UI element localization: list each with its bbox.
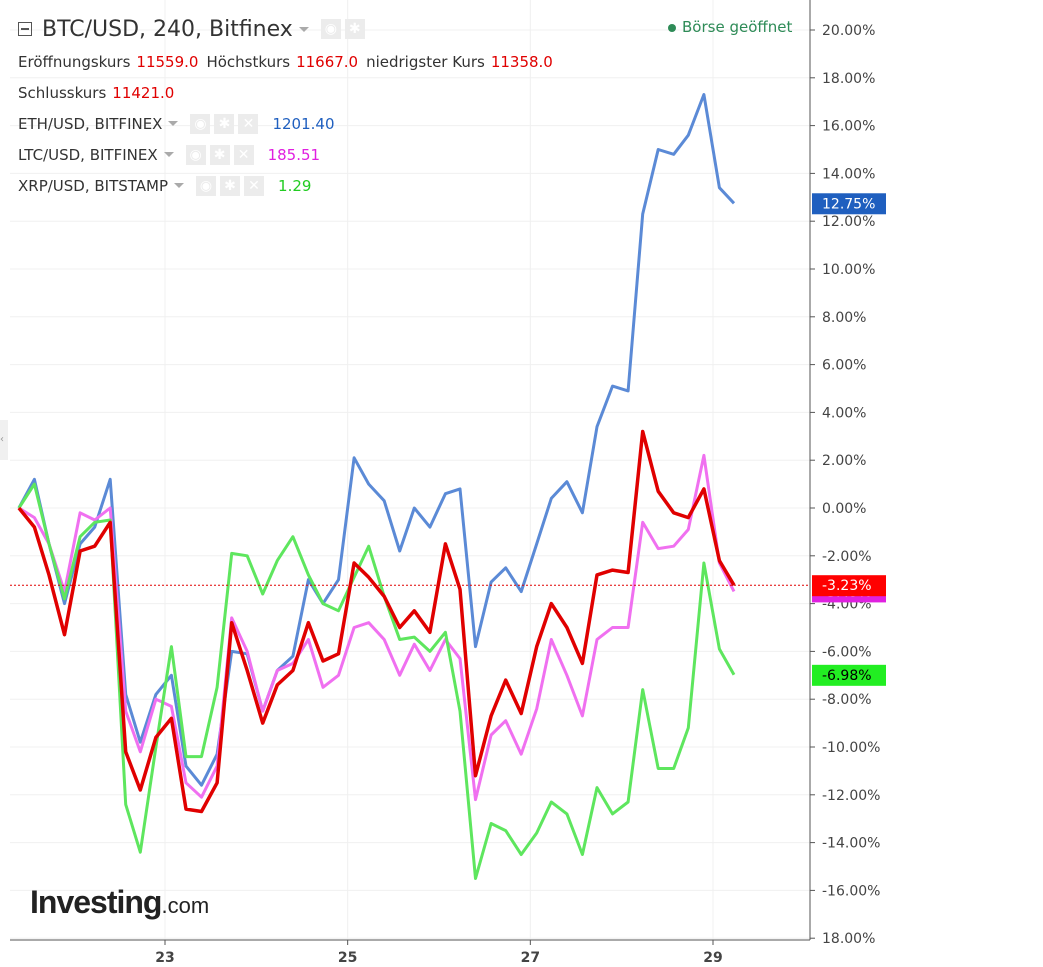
last-value-labels: 12.75%-3.49%-6.98%-3.23% xyxy=(812,193,886,686)
eye-icon[interactable]: ◉ xyxy=(196,175,217,196)
market-status-text: Börse geöffnet xyxy=(682,18,793,36)
y-tick-label: -8.00% xyxy=(822,692,872,708)
y-tick-label: 6.00% xyxy=(822,358,866,374)
series-line-2 xyxy=(17,482,736,880)
series-line-1 xyxy=(18,453,736,802)
main-title-row: BTC/USD, 240, Bitfinex ◉ ✱ xyxy=(18,12,561,46)
x-tick-label: 29 xyxy=(703,950,722,966)
y-tick-label: 8.00% xyxy=(822,310,866,326)
compare-row-xrp: XRP/USD, BITSTAMP ◉ ✱ ✕ 1.29 xyxy=(18,170,561,201)
gear-icon[interactable]: ✱ xyxy=(214,113,235,134)
x-tick-label: 25 xyxy=(338,950,357,966)
compare-name-eth: ETH/USD, BITFINEX xyxy=(18,114,163,133)
last-value-text: -6.98% xyxy=(822,668,872,684)
close-label: Schlusskurs xyxy=(18,83,107,102)
y-tick-label: -6.00% xyxy=(822,644,872,660)
compare-value-xrp: 1.29 xyxy=(278,176,312,195)
chart-title: BTC/USD, 240, Bitfinex xyxy=(42,16,293,42)
chart-legend: BTC/USD, 240, Bitfinex ◉ ✱ Eröffnungskur… xyxy=(18,12,561,201)
y-tick-label: 10.00% xyxy=(822,262,875,278)
last-value-text: -3.23% xyxy=(822,578,872,594)
y-tick-label: -2.00% xyxy=(822,549,872,565)
gear-icon[interactable]: ✱ xyxy=(344,19,365,39)
chevron-down-icon[interactable] xyxy=(168,121,179,126)
chevron-down-icon[interactable] xyxy=(174,183,185,188)
chevron-down-icon[interactable] xyxy=(163,152,174,157)
compare-value-eth: 1201.40 xyxy=(272,114,335,133)
status-dot-icon xyxy=(668,23,676,32)
close-value: 11421.0 xyxy=(112,83,175,102)
high-label: Höchstkurs xyxy=(206,52,291,71)
investing-logo: Investing.com xyxy=(30,884,209,921)
compare-name-ltc: LTC/USD, BITFINEX xyxy=(18,145,158,164)
collapse-icon[interactable] xyxy=(18,22,32,36)
y-tick-label: -14.00% xyxy=(822,836,880,852)
eye-icon[interactable]: ◉ xyxy=(190,113,211,134)
logo-main-text: Investing xyxy=(30,884,162,920)
close-icon[interactable]: ✕ xyxy=(244,175,265,196)
logo-domain-text: .com xyxy=(161,893,210,918)
ohlc-row-2: Schlusskurs 11421.0 xyxy=(18,77,561,108)
high-value: 11667.0 xyxy=(296,52,359,71)
eye-icon[interactable]: ◉ xyxy=(185,144,206,165)
series-lines xyxy=(17,93,736,880)
x-axis-ticks: 23 25 27 29 xyxy=(155,940,723,966)
y-tick-label: 20.00% xyxy=(822,23,875,39)
series-line-0 xyxy=(17,93,736,787)
close-icon[interactable]: ✕ xyxy=(238,113,259,134)
x-tick-label: 23 xyxy=(155,950,174,966)
compare-row-ltc: LTC/USD, BITFINEX ◉ ✱ ✕ 185.51 xyxy=(18,139,561,170)
y-tick-label: 14.00% xyxy=(822,166,875,182)
y-tick-label: 2.00% xyxy=(822,453,866,469)
last-value-badge xyxy=(812,193,886,215)
low-value: 11358.0 xyxy=(490,52,553,71)
y-tick-label: 12.00% xyxy=(822,214,875,230)
y-tick-label: -16.00% xyxy=(822,883,880,899)
gear-icon[interactable]: ✱ xyxy=(220,175,241,196)
y-axis-ticks: 20.00% 18.00% 16.00% 14.00% 12.00% 10.00% 8.00… xyxy=(810,23,880,947)
eye-icon[interactable]: ◉ xyxy=(320,19,341,39)
y-tick-label: 16.00% xyxy=(822,119,875,135)
chevron-down-icon[interactable] xyxy=(298,26,309,32)
open-value: 11559.0 xyxy=(136,52,199,71)
last-value-badge xyxy=(812,575,886,597)
series-line-3 xyxy=(17,429,736,814)
last-value-text: 12.75% xyxy=(822,196,875,212)
scroll-left-handle[interactable]: ‹ xyxy=(0,420,8,460)
compare-value-ltc: 185.51 xyxy=(267,145,321,164)
y-tick-label: -10.00% xyxy=(822,740,880,756)
y-tick-label: 18.00% xyxy=(822,71,875,87)
y-tick-label: 18.00% xyxy=(822,931,875,947)
x-tick-label: 27 xyxy=(521,950,540,966)
close-icon[interactable]: ✕ xyxy=(233,144,254,165)
gear-icon[interactable]: ✱ xyxy=(209,144,230,165)
last-value-badge xyxy=(812,664,886,686)
compare-name-xrp: XRP/USD, BITSTAMP xyxy=(18,176,169,195)
y-tick-label: 0.00% xyxy=(822,501,866,517)
y-tick-label: -12.00% xyxy=(822,788,880,804)
y-tick-label: 4.00% xyxy=(822,405,866,421)
compare-row-eth: ETH/USD, BITFINEX ◉ ✱ ✕ 1201.40 xyxy=(18,108,561,139)
open-label: Eröffnungskurs xyxy=(18,52,131,71)
low-label: niedrigster Kurs xyxy=(366,52,485,71)
ohlc-row-1: Eröffnungskurs 11559.0 Höchstkurs 11667.… xyxy=(18,46,561,77)
market-status: Börse geöffnet xyxy=(668,18,792,36)
